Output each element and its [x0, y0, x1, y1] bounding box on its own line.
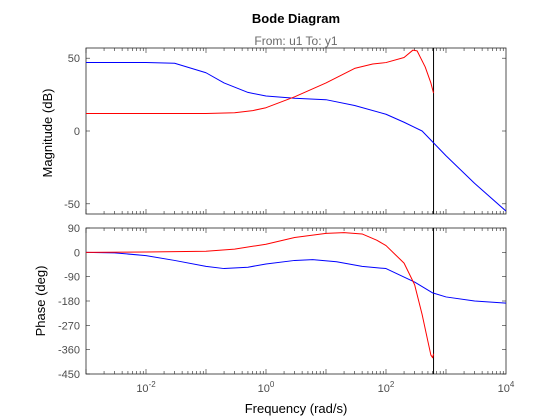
phase-y-tick-label: -270 [58, 320, 80, 332]
chart-subtitle: From: u1 To: y1 [254, 34, 337, 48]
phase-y-tick-label: -360 [58, 345, 80, 357]
chart-title: Bode Diagram [252, 11, 340, 26]
phase-series-blue-line [86, 251, 506, 304]
phase-y-tick-label: -180 [58, 296, 80, 308]
x-tick-labels: 10-2 100 102 104 [136, 380, 515, 395]
phase-y-tick-label: 0 [74, 247, 80, 259]
magnitude-series-blue-line [86, 62, 506, 212]
phase-y-tick-label: -90 [64, 272, 80, 284]
phase-axes-box [85, 227, 507, 375]
x-tick-label: 104 [498, 380, 515, 395]
x-tick-label: 102 [378, 380, 395, 395]
phase-axis-label: Phase (deg) [33, 266, 48, 337]
magnitude-panel: Magnitude (dB) 50 0 -50 [40, 47, 507, 215]
magnitude-y-tick-label: -50 [64, 199, 80, 211]
magnitude-series-red-line [86, 49, 435, 115]
magnitude-axes-box [85, 47, 507, 215]
phase-series-red-line [86, 232, 435, 359]
magnitude-axis-label: Magnitude (dB) [40, 89, 55, 178]
magnitude-y-tick-label: 0 [74, 126, 80, 138]
frequency-axis-label: Frequency (rad/s) [245, 401, 348, 416]
magnitude-y-tick-label: 50 [68, 53, 80, 65]
phase-y-tick-label: 90 [68, 223, 80, 235]
x-tick-label: 10-2 [136, 380, 156, 395]
x-tick-label: 100 [258, 380, 275, 395]
phase-y-tick-label: -450 [58, 369, 80, 381]
phase-panel: Phase (deg) 90 0 -90 -180 -270 -360 -450 [33, 223, 507, 381]
